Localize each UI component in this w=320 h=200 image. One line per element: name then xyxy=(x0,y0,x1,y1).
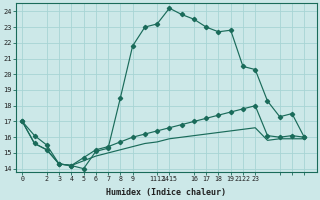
X-axis label: Humidex (Indice chaleur): Humidex (Indice chaleur) xyxy=(106,188,226,197)
